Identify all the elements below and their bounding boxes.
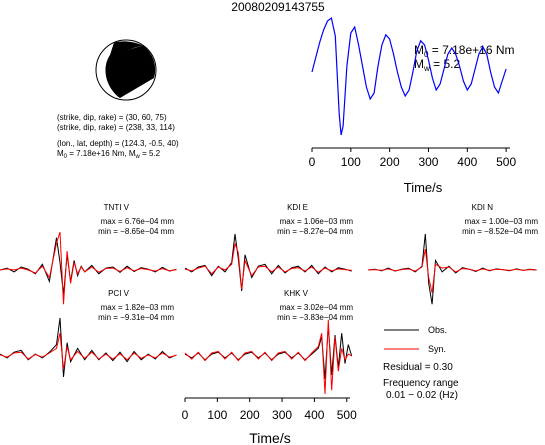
stf-tick-label: 0: [309, 155, 316, 169]
synthetic-trace: [0, 231, 177, 305]
stf-line: [311, 16, 507, 136]
observed-trace: [0, 317, 177, 377]
station-name: TNTI V: [104, 203, 130, 212]
mechanism-line-4: M0 = 7.18e+16 Nm, Mw = 5.2: [57, 149, 161, 160]
synthetic-trace: [184, 243, 352, 290]
waveform-tick-label: 400: [304, 408, 324, 422]
waveform-tick-label: 0: [182, 408, 189, 422]
synthetic-trace: [0, 333, 177, 370]
synthetic-trace: [367, 249, 537, 293]
source-time-function-plot: 0 100 200 300 400 500 Time/s M0 = 7.18e+16 Nm…: [309, 16, 516, 195]
waveform-tick-label: 100: [207, 408, 227, 422]
station-min: min = −8.27e−04 mm: [277, 227, 353, 236]
stf-x-label: Time/s: [404, 180, 443, 195]
stf-tick-label: 100: [341, 155, 361, 169]
observed-trace: [184, 325, 353, 379]
station-max: max = 1.06e−03 mm: [280, 217, 354, 226]
station-min: min = −8.52e−04 mm: [462, 227, 538, 236]
observed-trace: [184, 233, 352, 291]
synthetic-trace: [184, 319, 352, 395]
stf-tick-label: 300: [418, 155, 438, 169]
stf-tick-label: 400: [457, 155, 477, 169]
waveform-tick-label: 300: [272, 408, 292, 422]
legend: Obs. Syn. Residual = 0.30 Frequency rang…: [383, 325, 459, 401]
stf-tick-label: 200: [380, 155, 400, 169]
observed-trace: [0, 237, 177, 295]
stf-x-ticks: 0 100 200 300 400 500: [309, 148, 516, 169]
mechanism-line-3: (lon., lat, depth) = (124.3, -0.5, 40): [57, 139, 179, 148]
station-min: min = −9.31e−04 mm: [98, 313, 174, 322]
waveform-x-ticks: 0 100 200 300 400 500: [182, 398, 357, 422]
station-max: max = 1.00e−03 mm: [465, 217, 539, 226]
station-max: max = 3.02e−04 mm: [280, 303, 354, 312]
waveform-tick-label: 500: [337, 408, 357, 422]
station-name: KDI N: [472, 203, 494, 212]
mechanism-line-2: (strike, dip, rake) = (238, 33, 114): [57, 123, 175, 132]
station-max: max = 1.82e−03 mm: [101, 303, 175, 312]
station-name: PCI V: [108, 289, 130, 298]
residual-label: Residual = 0.30: [383, 362, 453, 373]
waveform-time-axis: 0 100 200 300 400 500 Time/s: [182, 397, 357, 445]
station-min: min = −3.83e−04 mm: [277, 313, 353, 322]
frequency-range-label: Frequency range: [383, 378, 459, 389]
waveform-x-label: Time/s: [249, 430, 290, 445]
frequency-range-value: 0.01 − 0.02 (Hz): [386, 390, 458, 401]
station-name: KHK V: [284, 289, 309, 298]
figure-title: 20080209143755: [231, 0, 325, 14]
mechanism-line-1: (strike, dip, rake) = (30, 60, 75): [57, 113, 167, 122]
waveform-tick-label: 200: [240, 408, 260, 422]
stf-mw-label: Mw = 5.2: [414, 57, 460, 73]
beachball-icon: [95, 39, 157, 101]
station-name: KDI E: [287, 203, 308, 212]
legend-obs-label: Obs.: [428, 325, 447, 335]
legend-syn-label: Syn.: [428, 344, 446, 354]
station-min: min = −8.65e−04 mm: [98, 227, 174, 236]
stf-tick-label: 500: [496, 155, 516, 169]
station-max: max = 6.76e−04 mm: [101, 217, 175, 226]
